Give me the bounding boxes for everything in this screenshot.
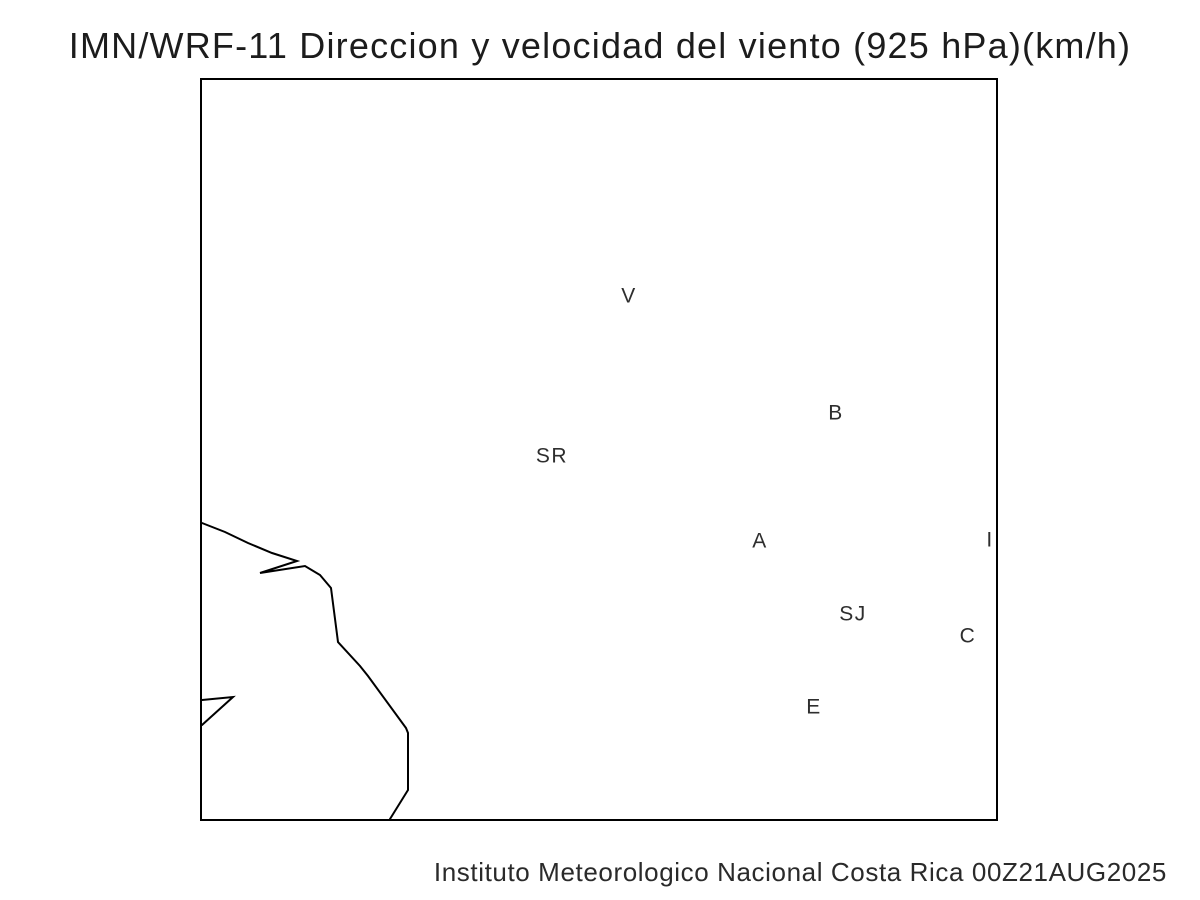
- map-frame: [200, 78, 998, 821]
- station-label-e: E: [806, 696, 822, 719]
- footer-credit: Instituto Meteorologico Nacional Costa R…: [433, 857, 1167, 887]
- station-label-a: A: [752, 530, 768, 553]
- station-label-v: V: [621, 285, 637, 308]
- station-label-sr: SR: [536, 445, 568, 468]
- coastline-inlet-path: [201, 695, 236, 726]
- station-label-sj: SJ: [839, 603, 867, 626]
- coastline-path: [201, 522, 409, 820]
- station-label-c: C: [960, 625, 977, 648]
- chart-title: IMN/WRF-11 Direccion y velocidad del vie…: [68, 25, 1132, 66]
- station-label-b: B: [828, 402, 844, 425]
- station-label-i: I: [986, 529, 993, 552]
